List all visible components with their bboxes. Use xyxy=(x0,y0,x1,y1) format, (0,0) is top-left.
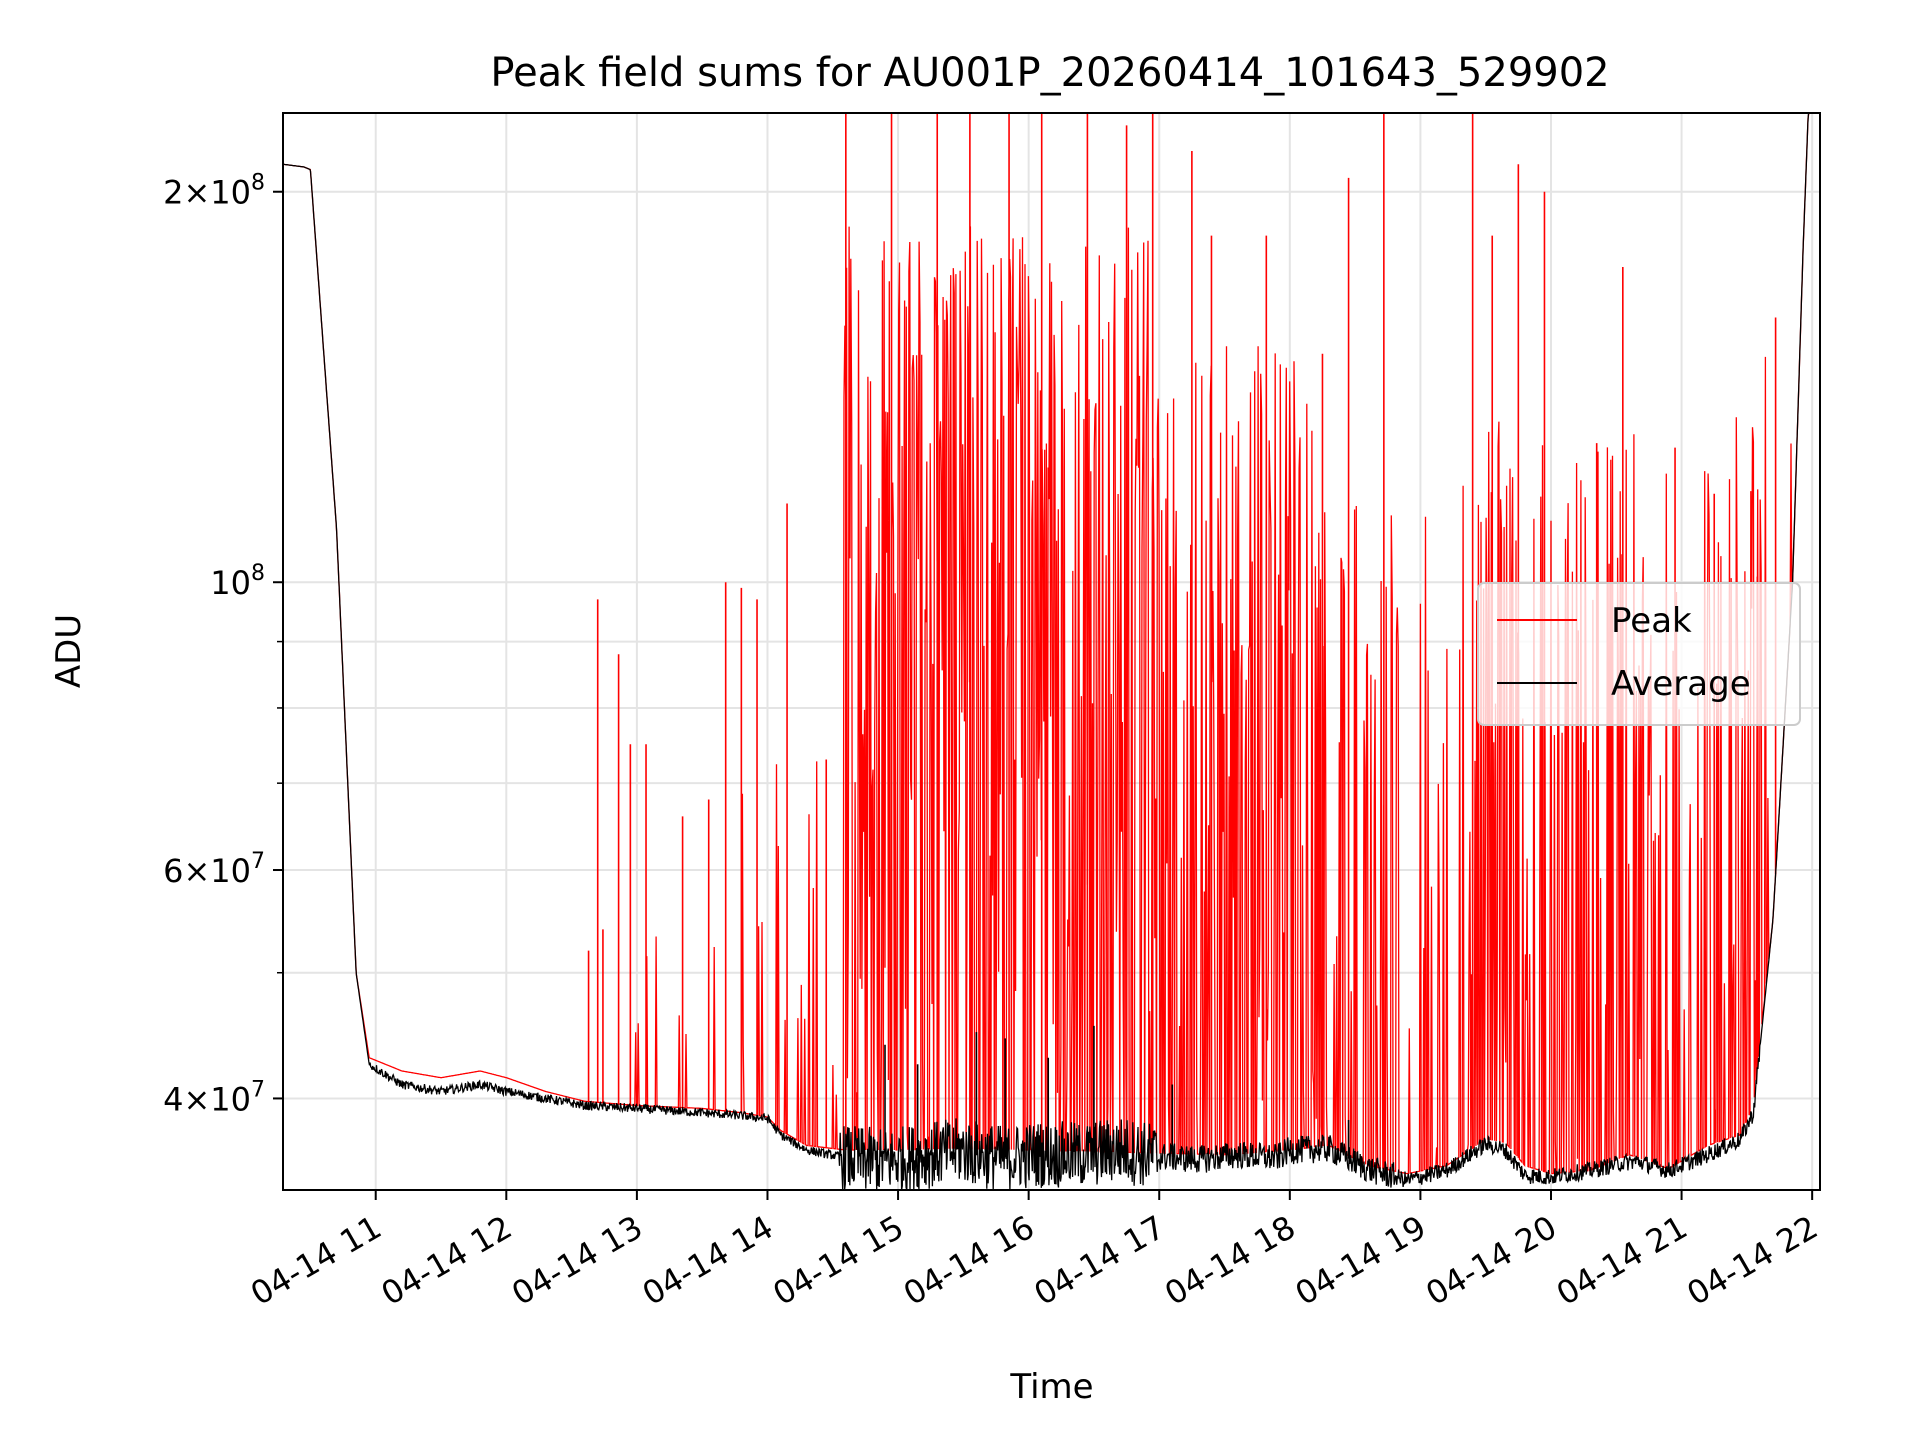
x-tick-label: 04-14 20 xyxy=(1419,1208,1563,1313)
plot-frame xyxy=(282,112,1821,1191)
x-tick-label: 04-14 21 xyxy=(1550,1208,1694,1313)
average-series xyxy=(283,112,1820,1191)
x-tick-label: 04-14 11 xyxy=(244,1208,388,1313)
legend-box xyxy=(1477,582,1801,726)
x-tick-label: 04-14 12 xyxy=(375,1208,519,1313)
x-tick-label: 04-14 13 xyxy=(505,1208,649,1313)
y-axis: 4×107 6×107 108 2×108 xyxy=(163,171,283,1118)
legend-average-label: Average xyxy=(1611,664,1751,704)
x-tick-label: 04-14 17 xyxy=(1028,1208,1172,1313)
x-tick-label: 04-14 18 xyxy=(1158,1208,1302,1313)
x-tick-label: 04-14 19 xyxy=(1289,1208,1433,1313)
x-tick-label: 04-14 15 xyxy=(766,1208,910,1313)
legend: Peak Average xyxy=(1477,582,1801,726)
y-axis-label: ADU xyxy=(49,614,89,688)
x-axis-label: Time xyxy=(1009,1367,1093,1407)
chart-title: Peak field sums for AU001P_20260414_1016… xyxy=(490,50,1609,96)
y-tick-label: 4×107 xyxy=(163,1077,265,1118)
legend-peak-label: Peak xyxy=(1611,601,1692,641)
x-tick-label: 04-14 16 xyxy=(897,1208,1041,1313)
y-tick-label: 108 xyxy=(210,561,265,602)
y-tick-label: 2×108 xyxy=(163,171,265,212)
x-tick-label: 04-14 14 xyxy=(636,1208,780,1313)
x-tick-label: 04-14 22 xyxy=(1681,1208,1825,1313)
average-line xyxy=(283,112,1820,1191)
y-tick-label: 6×107 xyxy=(163,849,265,890)
